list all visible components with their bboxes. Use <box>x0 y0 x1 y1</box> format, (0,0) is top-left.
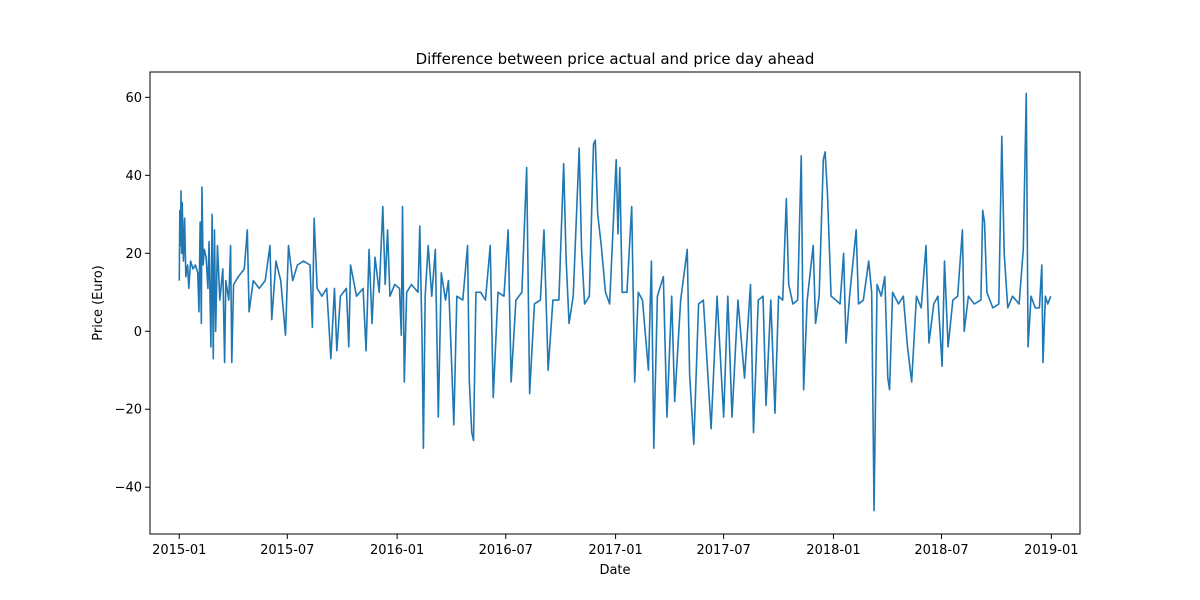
chart-title: Difference between price actual and pric… <box>416 50 815 68</box>
y-axis-label: Price (Euro) <box>91 265 106 340</box>
x-tick-label: 2018-01 <box>806 543 860 558</box>
y-tick-label: 60 <box>125 91 142 106</box>
x-tick-label: 2016-07 <box>479 543 533 558</box>
x-tick-label: 2017-07 <box>696 543 750 558</box>
y-tick-label: 0 <box>134 325 142 340</box>
x-tick-label: 2017-01 <box>588 543 642 558</box>
x-tick-label: 2016-01 <box>370 543 424 558</box>
x-tick-label: 2018-07 <box>914 543 968 558</box>
x-tick-label: 2019-01 <box>1024 543 1078 558</box>
x-tick-label: 2015-07 <box>260 543 314 558</box>
y-tick-label: −40 <box>115 481 142 496</box>
plot-frame <box>149 71 1081 535</box>
x-axis-label: Date <box>599 563 630 578</box>
y-axis: −40 −20 0 20 40 60 <box>115 91 150 496</box>
y-tick-label: −20 <box>115 403 142 418</box>
series-line <box>178 92 1052 512</box>
y-tick-label: 40 <box>125 169 142 184</box>
x-tick-label: 2015-01 <box>152 543 206 558</box>
y-tick-label: 20 <box>125 247 142 262</box>
series-layer <box>178 92 1052 512</box>
x-axis: 2015-01 2015-07 2016-01 2016-07 2017-01 2017-… <box>152 534 1079 558</box>
